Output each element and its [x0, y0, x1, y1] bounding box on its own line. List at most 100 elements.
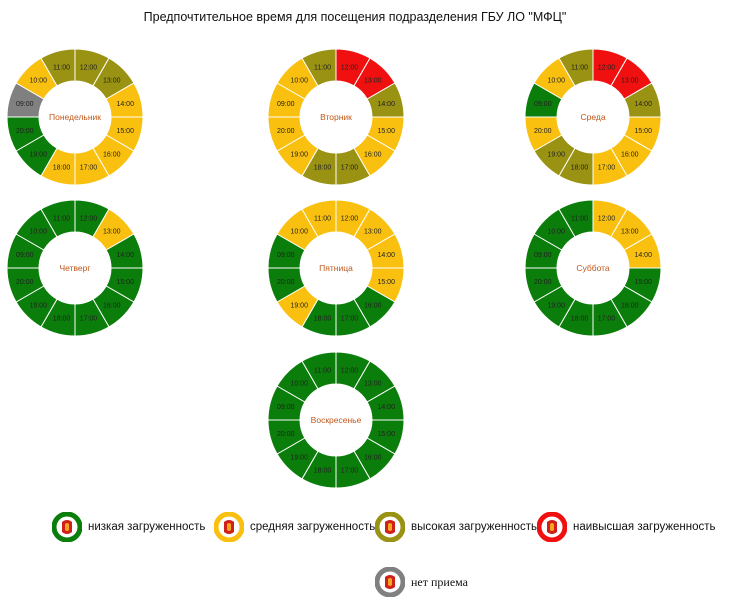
day-label: Воскресенье: [311, 415, 362, 425]
closed-icon: [375, 567, 405, 597]
donut-segment: [524, 116, 563, 152]
hour-label: 15:00: [377, 279, 395, 286]
donut-4: 09:00 10:00 11:00 12:00 13:00 14:00 15:00 16:00…: [6, 199, 144, 337]
donut-7: 09:00 10:00 11:00 12:00 13:00 14:00 15:00 16:00…: [267, 351, 405, 489]
hour-label: 16:00: [621, 302, 639, 309]
hour-label: 17:00: [80, 165, 98, 172]
low-load-icon: [52, 512, 82, 542]
hour-label: 14:00: [377, 404, 395, 411]
mfc-logo-inner: [227, 523, 231, 531]
hour-label: 20:00: [277, 279, 295, 286]
hour-label: 15:00: [377, 431, 395, 438]
hour-label: 16:00: [621, 151, 639, 158]
hour-label: 09:00: [277, 404, 295, 411]
hour-label: 19:00: [29, 151, 47, 158]
hour-label: 10:00: [29, 229, 47, 236]
hour-label: 10:00: [29, 78, 47, 85]
hour-label: 10:00: [290, 229, 308, 236]
hour-label: 15:00: [116, 279, 134, 286]
hour-label: 18:00: [314, 468, 332, 475]
donut-3: 09:00 10:00 11:00 12:00 13:00 14:00 15:00 16:00…: [524, 48, 662, 186]
hour-label: 16:00: [364, 151, 382, 158]
day-label: Четверг: [60, 263, 91, 273]
hour-label: 15:00: [377, 128, 395, 135]
hour-label: 14:00: [377, 252, 395, 259]
hour-label: 12:00: [598, 64, 616, 71]
hour-label: 09:00: [277, 252, 295, 259]
hour-label: 11:00: [314, 215, 331, 222]
hour-label: 11:00: [53, 215, 70, 222]
hour-label: 17:00: [80, 316, 98, 323]
hour-label: 14:00: [116, 101, 134, 108]
day-label: Суббота: [576, 263, 610, 273]
hour-label: 10:00: [290, 381, 308, 388]
hour-label: 11:00: [314, 367, 331, 374]
hour-label: 14:00: [377, 101, 395, 108]
hour-label: 20:00: [534, 279, 552, 286]
hour-label: 18:00: [571, 165, 589, 172]
hour-label: 20:00: [16, 279, 34, 286]
hour-label: 11:00: [571, 64, 588, 71]
hour-label: 12:00: [341, 367, 359, 374]
hour-label: 14:00: [634, 252, 652, 259]
hour-label: 13:00: [621, 78, 639, 85]
hour-label: 20:00: [277, 128, 295, 135]
hour-label: 18:00: [314, 165, 332, 172]
hour-label: 19:00: [290, 454, 308, 461]
hour-label: 15:00: [634, 279, 652, 286]
hour-label: 09:00: [16, 101, 34, 108]
hour-label: 13:00: [364, 78, 382, 85]
mfc-logo-inner: [388, 578, 392, 586]
hour-label: 12:00: [598, 215, 616, 222]
legend-label: низкая загруженность: [88, 521, 206, 533]
hour-label: 17:00: [341, 468, 359, 475]
hour-label: 11:00: [314, 64, 331, 71]
hour-label: 14:00: [116, 252, 134, 259]
donut-1: 09:00 10:00 11:00 12:00 13:00 14:00 15:00 16:00…: [6, 48, 144, 186]
donut-segment: [267, 116, 306, 152]
hour-label: 09:00: [534, 101, 552, 108]
hour-label: 19:00: [29, 302, 47, 309]
hour-label: 20:00: [277, 431, 295, 438]
hour-label: 18:00: [53, 165, 71, 172]
hour-label: 17:00: [598, 165, 616, 172]
hour-label: 09:00: [534, 252, 552, 259]
donut-5: 09:00 10:00 11:00 12:00 13:00 14:00 15:00 16:00…: [267, 199, 405, 337]
hour-label: 10:00: [290, 78, 308, 85]
hour-label: 10:00: [547, 229, 565, 236]
legend-item-medium: средняя загруженность: [214, 512, 375, 542]
hour-label: 17:00: [341, 165, 359, 172]
hour-label: 09:00: [16, 252, 34, 259]
hour-label: 12:00: [341, 64, 359, 71]
donut-6: 09:00 10:00 11:00 12:00 13:00 14:00 15:00 16:00…: [524, 199, 662, 337]
hour-label: 12:00: [80, 215, 98, 222]
day-label: Среда: [580, 112, 605, 122]
hour-label: 10:00: [547, 78, 565, 85]
hour-label: 16:00: [364, 454, 382, 461]
hour-label: 13:00: [364, 229, 382, 236]
legend-item-high: высокая загруженность: [375, 512, 537, 542]
day-label: Понедельник: [49, 112, 101, 122]
hour-label: 13:00: [103, 229, 121, 236]
donut-segment: [6, 116, 45, 152]
donut-segment: [267, 419, 306, 455]
hour-label: 13:00: [364, 381, 382, 388]
hour-label: 20:00: [534, 128, 552, 135]
donut-2: 09:00 10:00 11:00 12:00 13:00 14:00 15:00 16:00…: [267, 48, 405, 186]
hour-label: 12:00: [341, 215, 359, 222]
legend-label: высокая загруженность: [411, 521, 537, 533]
mfc-logo-inner: [388, 523, 392, 531]
hour-label: 19:00: [290, 302, 308, 309]
page-title: Предпочтительное время для посещения под…: [143, 10, 567, 24]
mfc-logo-inner: [550, 523, 554, 531]
hour-label: 16:00: [103, 302, 121, 309]
hour-label: 17:00: [598, 316, 616, 323]
hour-label: 15:00: [116, 128, 134, 135]
mfc-logo-inner: [65, 523, 69, 531]
legend-label: нет приема: [411, 574, 468, 589]
day-label: Пятница: [319, 263, 353, 273]
hour-label: 15:00: [634, 128, 652, 135]
hour-label: 11:00: [571, 215, 588, 222]
hour-label: 14:00: [634, 101, 652, 108]
